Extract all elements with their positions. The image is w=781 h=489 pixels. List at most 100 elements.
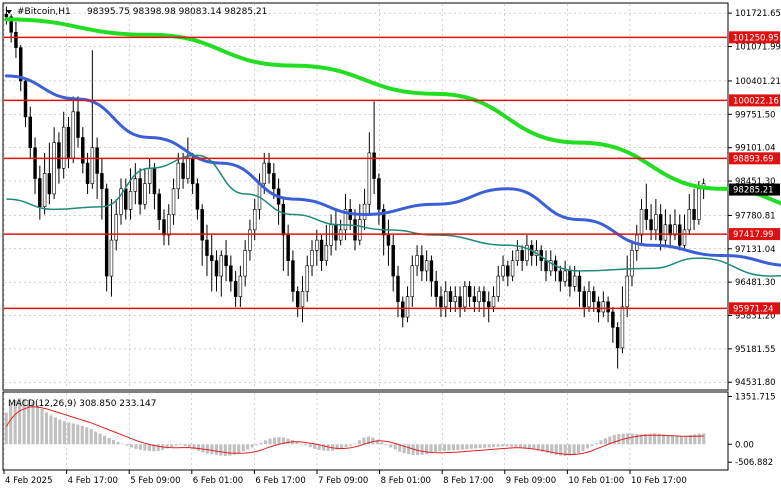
macd-bar (357, 440, 362, 445)
macd-bar (120, 443, 125, 445)
price-tick-label: 97131.04 (735, 245, 776, 255)
macd-bar (554, 444, 558, 455)
macd-bar (304, 444, 308, 446)
candle-body (620, 306, 625, 349)
candle-body (252, 209, 257, 231)
candle-body (367, 152, 372, 205)
macd-bar (639, 434, 643, 445)
macd-bar (541, 444, 545, 452)
time-tick-label: 6 Feb 01:00 (193, 476, 243, 486)
macd-bar (255, 444, 259, 446)
price-axis: 94531.80 95181.55 95831.20 96481.30 97131.04… (728, 9, 781, 388)
candle-body (219, 255, 224, 277)
macd-bar (317, 444, 321, 450)
macd-bar (210, 444, 214, 455)
macd-bar (563, 444, 567, 456)
ma-slow-line (4, 17, 781, 206)
macd-bar (608, 436, 612, 445)
candle-body (410, 265, 415, 297)
candle-body (4, 13, 9, 18)
macd-bar (375, 439, 379, 445)
macd-panel[interactable] (2, 391, 729, 471)
macd-bar (594, 442, 599, 445)
macd-bar (272, 437, 277, 445)
candle-body (420, 255, 424, 272)
macd-bar (76, 424, 80, 445)
candle-body (295, 291, 300, 308)
macd-bar (666, 435, 670, 445)
macd-bar (670, 435, 675, 445)
macd-label: MACD(12,26,9) 308.850 233.147 (8, 399, 157, 409)
macd-bar (626, 433, 630, 445)
candle-body (601, 301, 606, 313)
candle-body (491, 296, 496, 308)
candle-body (281, 203, 286, 236)
macd-bar (393, 444, 397, 450)
macd-bar (487, 444, 491, 448)
candle-body (439, 296, 443, 308)
candle-body (434, 280, 438, 297)
candle-body (238, 275, 243, 297)
candle-body (458, 296, 462, 308)
macd-bar (644, 434, 648, 445)
candle-body (697, 188, 701, 220)
candle-body (668, 224, 672, 236)
macd-histogram (4, 398, 706, 456)
macd-bar (433, 444, 438, 453)
macd-bar (469, 444, 473, 449)
candle-body (663, 224, 668, 241)
macd-bar (362, 437, 366, 445)
macd-bar (438, 444, 442, 452)
candle-body (644, 209, 649, 220)
macd-bar (246, 444, 250, 450)
price-tick-label: 101071.99 (735, 43, 781, 53)
macd-bar (35, 405, 40, 445)
macd-bar (308, 444, 312, 448)
candle-body (558, 270, 563, 282)
macd-bar (384, 444, 388, 445)
candle-body (272, 173, 276, 190)
candle-body (248, 229, 252, 251)
candle-body (71, 111, 75, 159)
macd-bar (451, 444, 455, 451)
current-price-label: 98285.21 (733, 186, 774, 196)
macd-bar (4, 412, 8, 445)
macd-bar (402, 444, 406, 454)
candle-body (658, 214, 663, 241)
candle-body (171, 188, 176, 215)
macd-bar (693, 434, 697, 445)
price-panel[interactable] (2, 2, 729, 391)
candle-body (162, 219, 166, 236)
macd-bar (134, 444, 138, 449)
candle-body (343, 209, 348, 231)
macd-bar (313, 444, 317, 449)
candle-body (372, 152, 376, 179)
candle-body (200, 209, 204, 241)
macd-bar (89, 429, 93, 445)
macd-bar (22, 399, 26, 445)
candle-body (386, 234, 391, 246)
candle-body (377, 178, 381, 210)
candle-body (329, 224, 333, 246)
macd-bar (545, 444, 549, 453)
macd-bar (684, 435, 688, 445)
price-tick-label: 94531.80 (735, 378, 776, 388)
candle-body (544, 260, 548, 272)
candle-body (229, 265, 233, 282)
macd-bar (299, 443, 303, 445)
macd-bar (13, 400, 17, 445)
candle-body (224, 255, 228, 267)
candle-body (267, 162, 271, 174)
candle-body (692, 209, 696, 220)
candle-body (568, 270, 572, 287)
chart-header: #Bitcoin,H1 98395.75 98398.98 98083.14 9… (6, 7, 267, 17)
dropdown-triangle-icon[interactable] (6, 10, 12, 14)
macd-bar (138, 444, 142, 450)
macd-tick-label: 1351.715 (735, 392, 776, 402)
candle-body (334, 224, 338, 241)
macd-bar (80, 425, 84, 445)
candle-body (338, 229, 343, 241)
macd-bar (420, 444, 424, 455)
macd-bar (237, 444, 241, 454)
